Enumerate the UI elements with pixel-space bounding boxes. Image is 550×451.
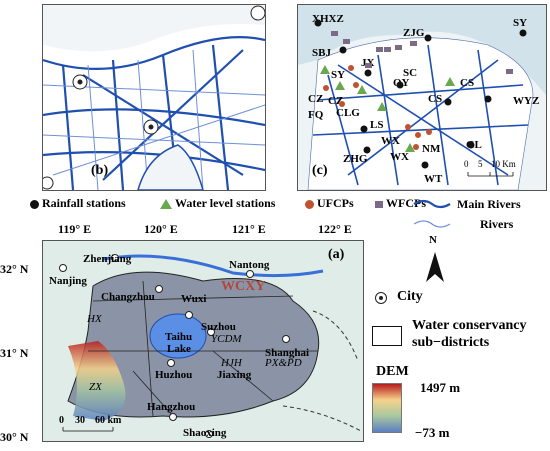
city-label: Wuxi xyxy=(181,293,207,305)
legend-city: City xyxy=(397,289,423,304)
scale-tick: 60 km xyxy=(95,415,122,426)
station-label: CS xyxy=(428,93,443,105)
station-label: NM xyxy=(422,143,441,155)
station-label: CZ xyxy=(308,93,324,105)
scale-tick: 0 xyxy=(464,159,469,169)
city-label: Shanghai xyxy=(265,347,310,359)
city-label: Zhenjiang xyxy=(83,253,132,265)
station-label: LS xyxy=(370,119,384,131)
city-markers-a xyxy=(59,254,290,438)
city-icon xyxy=(375,292,387,304)
city-markers-b xyxy=(43,5,265,190)
station-label: WX xyxy=(381,135,400,147)
district-label: HJH xyxy=(221,357,242,369)
dem-title: DEM xyxy=(376,364,409,379)
legend-main-rivers: Main Rivers xyxy=(457,197,521,211)
lake-label: Taihu xyxy=(165,331,193,343)
axis-lat: 32° N xyxy=(0,262,29,276)
station-label: WYZ xyxy=(513,95,540,107)
station-label: WX xyxy=(390,151,409,163)
river-network-b xyxy=(43,5,265,190)
panel-c-label: (c) xyxy=(312,163,328,178)
city-label: Nanjing xyxy=(49,275,87,287)
city-label: Hangzhou xyxy=(147,401,196,413)
legend-wfcps: WFCPs xyxy=(375,196,426,211)
city-label: Suzhou xyxy=(201,321,236,333)
station-label: WT xyxy=(424,173,443,185)
station-label: ZJG xyxy=(403,27,425,39)
subdistrict-swatch xyxy=(372,326,402,346)
dem-colorbar xyxy=(372,383,402,433)
axis-lon: 121° E xyxy=(232,222,266,236)
rainfall-icon xyxy=(30,199,39,209)
ufcp-icon xyxy=(305,199,314,209)
district-label: YCDM xyxy=(211,333,242,345)
scale-tick: 5 xyxy=(478,159,483,169)
district-label: ZX xyxy=(89,381,102,393)
district-label: PX&PD xyxy=(265,357,302,369)
station-label: SY xyxy=(331,69,346,81)
axis-lat: 31° N xyxy=(0,346,29,360)
city-label: Nantong xyxy=(229,259,270,271)
north-arrow-icon xyxy=(426,252,444,282)
legend-subdistricts: Water conservancy sub−districts xyxy=(412,318,527,350)
city-label: Shaoxing xyxy=(183,427,227,439)
map-panel-c: (c) XHXZ ZJG SY SBJ JX SY SC QY CS CZ CZ… xyxy=(297,4,547,191)
station-label: ZHG xyxy=(343,153,368,165)
panel-a-label: (a) xyxy=(328,247,345,262)
region-label: WCXY xyxy=(221,279,266,294)
district-label: HX xyxy=(87,313,102,325)
map-panel-a: (a) WCXY Zhenjiang Nanjing Changzhou Wux… xyxy=(42,240,364,442)
station-label: SY xyxy=(513,17,528,29)
axis-lon: 122° E xyxy=(318,222,352,236)
scale-tick: 30 xyxy=(75,415,85,426)
station-label: CS xyxy=(460,77,475,89)
axis-lon: 119° E xyxy=(58,222,92,236)
city-label: Jiaxing xyxy=(217,369,252,381)
legend-water-level: Water level stations xyxy=(160,196,275,211)
river-legend-lines xyxy=(413,199,451,228)
legend-ufcps: UFCPs xyxy=(305,196,354,211)
station-label: FQ xyxy=(308,109,324,121)
map-panel-b: (b) xyxy=(42,4,266,191)
station-label: SC xyxy=(403,67,418,79)
basin-map-a xyxy=(59,254,362,438)
legend-rainfall: Rainfall stations xyxy=(30,196,126,211)
triangle-icon xyxy=(160,199,172,210)
dem-min: −73 m xyxy=(415,425,450,440)
lake-label: Lake xyxy=(167,343,191,355)
panel-b-label: (b) xyxy=(91,163,109,178)
station-label: CLG xyxy=(336,107,360,119)
station-markers-c xyxy=(314,19,527,177)
north-label: N xyxy=(429,234,437,246)
station-label: SBJ xyxy=(312,47,331,59)
dem-max: 1497 m xyxy=(420,380,461,395)
legend-top: Rainfall stations Water level stations U… xyxy=(30,196,550,216)
axis-lat: 30° N xyxy=(0,430,29,444)
axis-lon: 120° E xyxy=(144,222,178,236)
scale-tick: 0 xyxy=(59,415,64,426)
scale-tick: 10 Km xyxy=(491,159,516,169)
legend-rivers: Rivers xyxy=(480,217,514,231)
wfcp-icon xyxy=(375,200,383,208)
city-label: Huzhou xyxy=(155,369,193,381)
city-label: Changzhou xyxy=(101,291,155,303)
